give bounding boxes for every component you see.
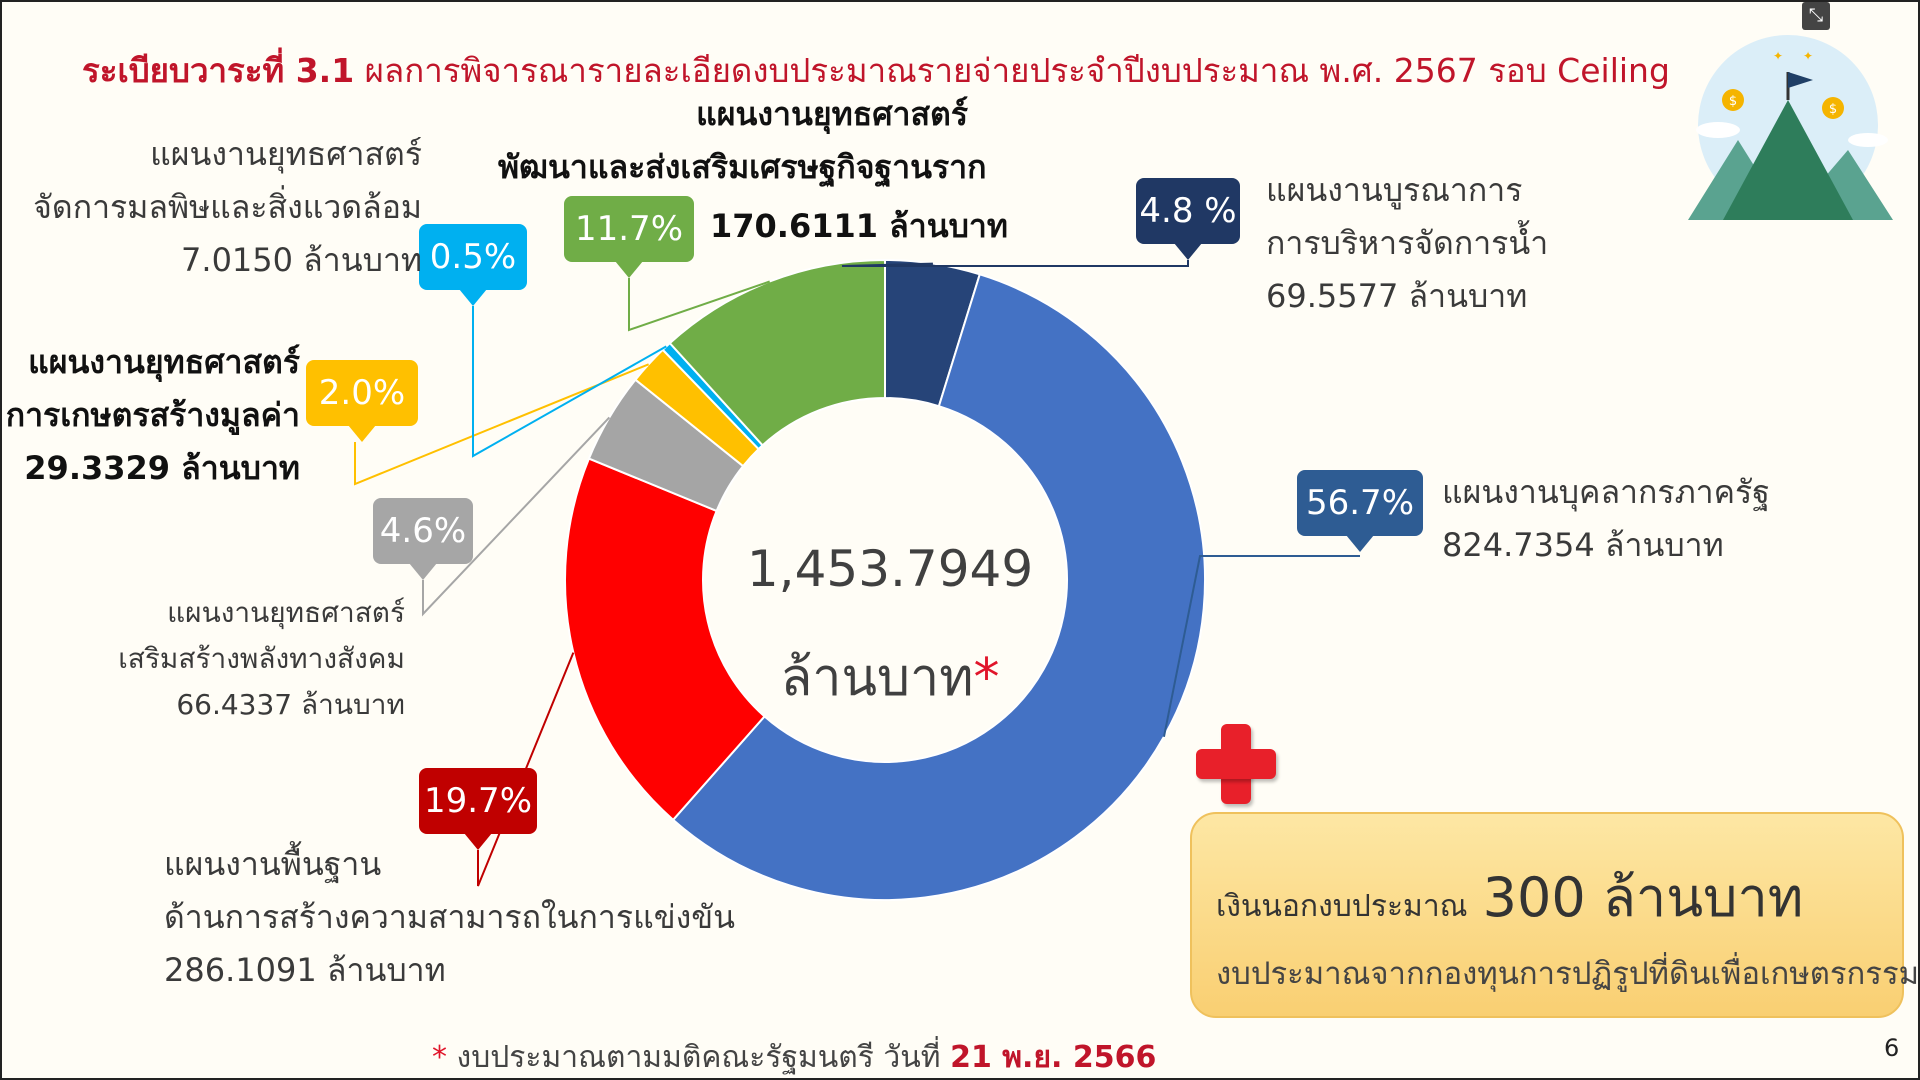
label-water-name: แผนงานบูรณาการ bbox=[1266, 171, 1523, 209]
label-water: แผนงานบูรณาการ การบริหารจัดการน้ำ 69.557… bbox=[1266, 164, 1548, 322]
badge-agri: 2.0% bbox=[306, 360, 418, 442]
plus-icon bbox=[1196, 724, 1276, 804]
extra-budget-headline: เงินนอกงบประมาณ 300 ล้านบาท bbox=[1216, 854, 1803, 940]
footnote-text: งบประมาณตามมติคณะรัฐมนตรี วันที่ bbox=[456, 1040, 941, 1075]
total-unit: ล้านบาท* bbox=[740, 635, 1040, 718]
label-pollution: แผนงานยุทธศาสตร์ จัดการมลพิษและสิ่งแวดล้… bbox=[10, 128, 422, 286]
badge-pollution: 0.5% bbox=[419, 224, 527, 306]
label-social-amount: 66.4337 ล้านบาท bbox=[176, 688, 405, 722]
leader-line-economy bbox=[628, 278, 771, 332]
footnote-asterisk: * bbox=[432, 1040, 447, 1075]
donut-slice-economy bbox=[668, 258, 886, 447]
leader-line-water bbox=[841, 260, 1189, 267]
label-economy-amount: 170.6111 ล้านบาท bbox=[710, 207, 1008, 245]
extra-budget-amount: 300 ล้านบาท bbox=[1482, 866, 1804, 929]
label-agri-name: แผนงานยุทธศาสตร์ bbox=[28, 343, 300, 381]
label-social-desc: เสริมสร้างพลังทางสังคม bbox=[118, 642, 405, 676]
svg-text:$: $ bbox=[1729, 94, 1737, 109]
label-water-desc: การบริหารจัดการน้ำ bbox=[1266, 223, 1549, 262]
donut-slice-personnel bbox=[671, 273, 1206, 901]
title-text: ผลการพิจารณารายละเอียดงบประมาณรายจ่ายประ… bbox=[364, 51, 1670, 90]
badge-personnel: 56.7% bbox=[1297, 470, 1423, 552]
leader-line-social bbox=[422, 416, 611, 617]
total-value: 1,453.7949 bbox=[746, 540, 1034, 598]
label-basic-amount: 286.1091 ล้านบาท bbox=[164, 950, 446, 989]
label-economy-name: แผนงานยุทธศาสตร์ bbox=[696, 95, 968, 133]
label-basic: แผนงานพื้นฐาน ด้านการสร้างความสามารถในกา… bbox=[164, 838, 735, 996]
label-social: แผนงานยุทธศาสตร์ เสริมสร้างพลังทางสังคม … bbox=[60, 590, 405, 729]
badge-social: 4.6% bbox=[373, 498, 473, 580]
label-basic-name: แผนงานพื้นฐาน bbox=[164, 845, 382, 883]
label-economy: แผนงานยุทธศาสตร์ พัฒนาและส่งเสริมเศรษฐกิ… bbox=[498, 88, 987, 194]
svg-text:$: $ bbox=[1829, 102, 1837, 117]
label-social-name: แผนงานยุทธศาสตร์ bbox=[167, 596, 405, 629]
leader-line-basic bbox=[477, 652, 575, 887]
label-personnel: แผนงานบุคลากรภาครัฐ 824.7354 ล้านบาท bbox=[1442, 466, 1770, 572]
leader-line-agri bbox=[354, 363, 650, 486]
footnote: * งบประมาณตามมติคณะรัฐมนตรี วันที่ 21 พ.… bbox=[432, 1034, 1156, 1080]
svg-text:✦: ✦ bbox=[1803, 49, 1813, 63]
label-economy-desc: พัฒนาและส่งเสริมเศรษฐกิจฐานราก bbox=[498, 147, 987, 186]
label-pollution-name: แผนงานยุทธศาสตร์ bbox=[150, 135, 422, 173]
donut-slice-basic bbox=[564, 457, 766, 822]
label-water-amount: 69.5577 ล้านบาท bbox=[1266, 276, 1528, 315]
badge-basic: 19.7% bbox=[419, 768, 537, 850]
extra-budget-label: เงินนอกงบประมาณ bbox=[1216, 889, 1468, 924]
label-pollution-amount: 7.0150 ล้านบาท bbox=[181, 240, 422, 279]
collapse-icon[interactable]: ⤡ bbox=[1802, 2, 1830, 30]
label-personnel-amount: 824.7354 ล้านบาท bbox=[1442, 525, 1724, 564]
leader-line-personnel bbox=[1162, 555, 1360, 737]
label-agri: แผนงานยุทธศาสตร์ การเกษตรสร้างมูลค่า 29.… bbox=[0, 336, 300, 494]
total-asterisk: * bbox=[973, 648, 1000, 708]
footnote-date: 21 พ.ย. 2566 bbox=[950, 1040, 1157, 1075]
label-personnel-name: แผนงานบุคลากรภาครัฐ bbox=[1442, 473, 1770, 511]
total-unit-text: ล้านบาท bbox=[780, 648, 974, 708]
agenda-number: ระเบียบวาระที่ 3.1 bbox=[82, 51, 355, 90]
svg-text:✦: ✦ bbox=[1773, 49, 1783, 63]
page-number: 6 bbox=[1884, 1034, 1900, 1062]
badge-water: 4.8 % bbox=[1136, 178, 1240, 260]
label-pollution-desc: จัดการมลพิษและสิ่งแวดล้อม bbox=[33, 187, 422, 226]
label-agri-desc: การเกษตรสร้างมูลค่า bbox=[5, 395, 300, 434]
label-agri-amount: 29.3329 ล้านบาท bbox=[24, 448, 300, 487]
slide-title: ระเบียบวาระที่ 3.1 ผลการพิจารณารายละเอีย… bbox=[82, 44, 1672, 97]
label-basic-desc: ด้านการสร้างความสามารถในการแข่งขัน bbox=[164, 897, 735, 936]
badge-economy: 11.7% bbox=[564, 196, 694, 278]
extra-budget-box: เงินนอกงบประมาณ 300 ล้านบาท งบประมาณจากก… bbox=[1190, 812, 1919, 1018]
leader-line-pollution bbox=[472, 306, 667, 458]
mountain-goal-illustration: $ $ ✦ ✦ bbox=[1688, 35, 1893, 220]
extra-budget-source: งบประมาณจากกองทุนการปฏิรูปที่ดินเพื่อเกษ… bbox=[1216, 956, 1920, 992]
